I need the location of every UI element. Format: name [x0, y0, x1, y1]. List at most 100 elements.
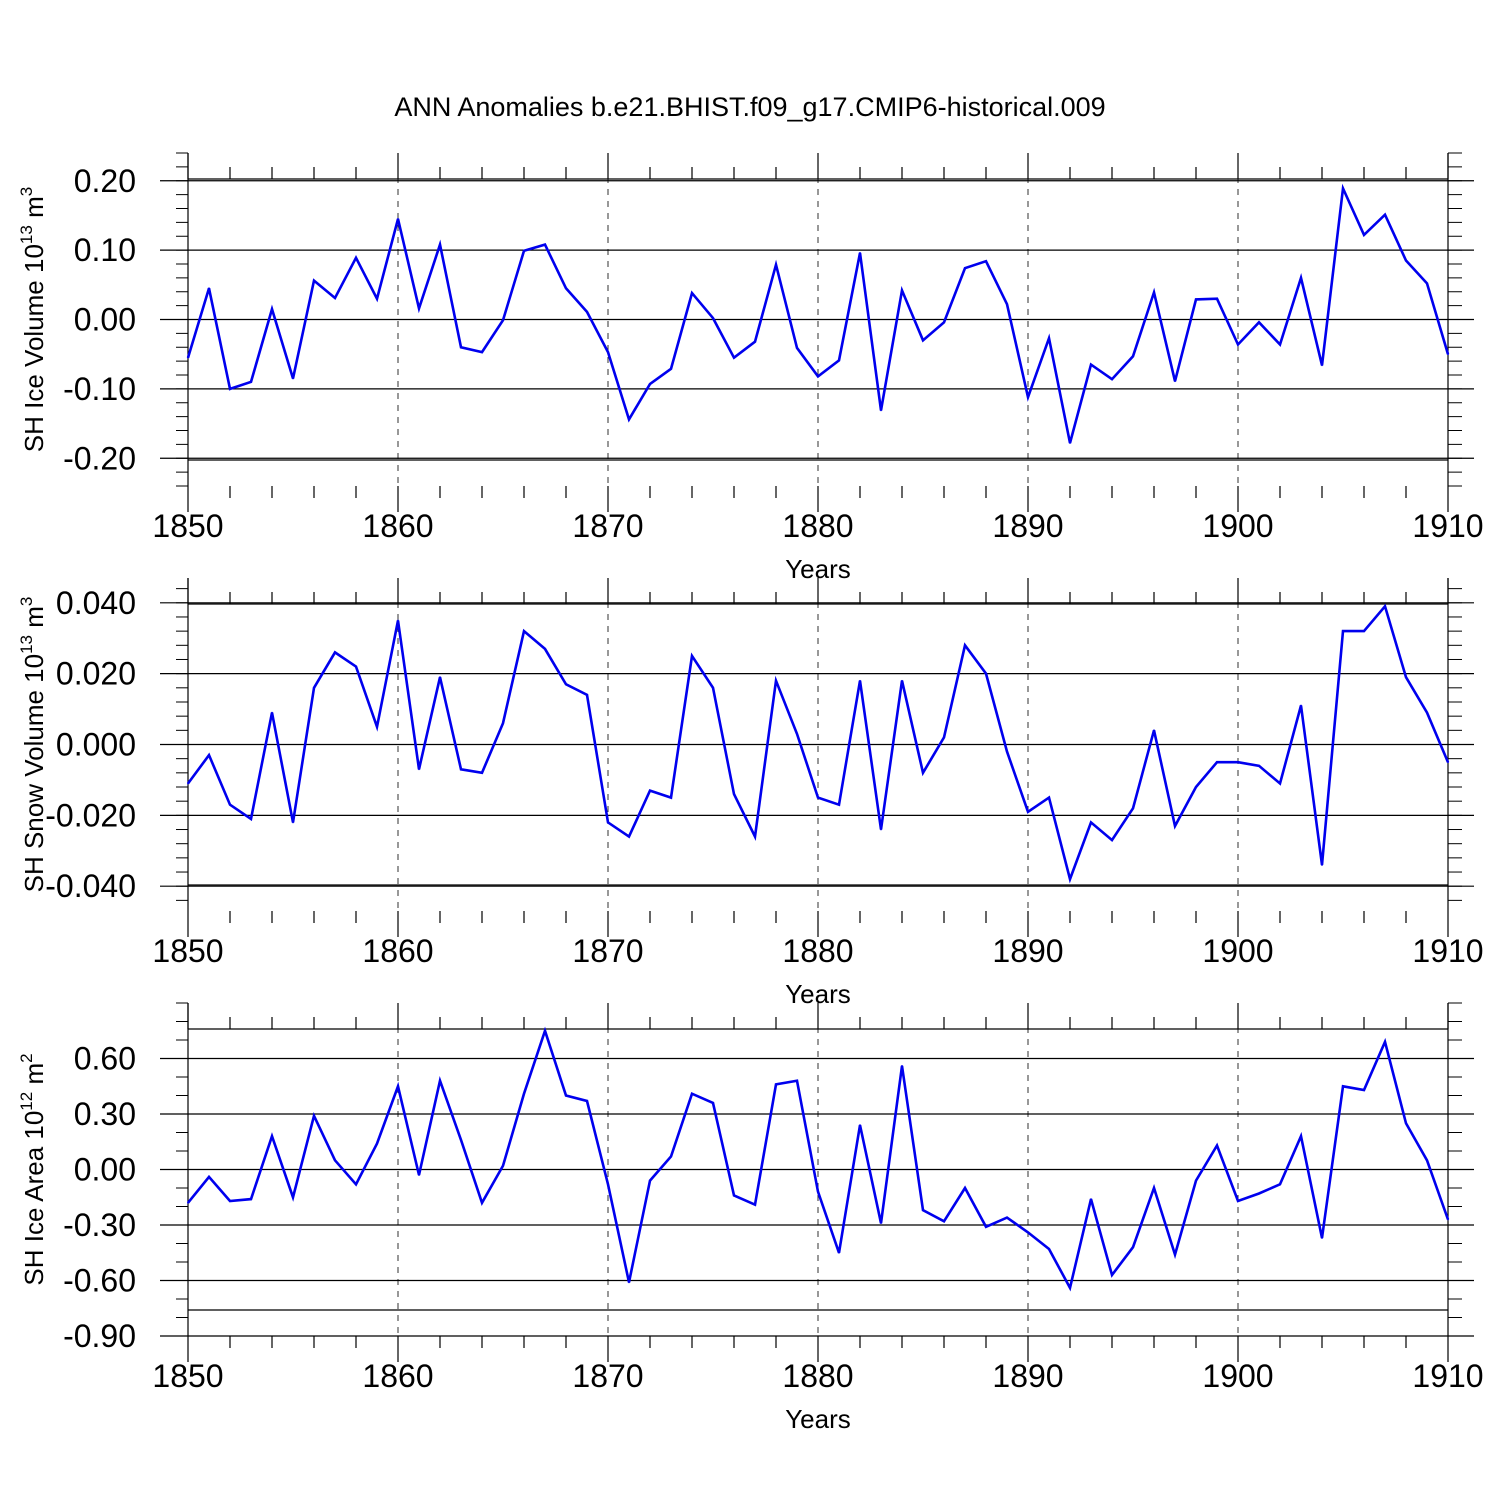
data-point: [544, 243, 546, 246]
series-points: [187, 1029, 1449, 1289]
data-point: [187, 356, 189, 359]
panels: 0.20 0.10 0.00 -0.10 -0.20 1850 1860 1870 1880 18…: [17, 152, 1484, 1434]
data-point: [817, 1190, 819, 1193]
data-point: [1258, 321, 1260, 324]
data-point: [586, 1100, 588, 1102]
y-axis-label-text: SH Snow Volume 10: [19, 654, 49, 892]
data-point: [1132, 355, 1134, 358]
data-point: [775, 263, 777, 266]
data-point: [1069, 1287, 1071, 1289]
data-point: [733, 356, 735, 359]
y-axis-label-unit-exponent: 2: [17, 1053, 36, 1062]
x-tick-label: 1860: [362, 1358, 433, 1394]
x-tick-label: 1850: [152, 508, 223, 544]
y-tick-label: 0.020: [56, 656, 136, 692]
data-point: [859, 252, 861, 254]
y-tick-label: 0.00: [74, 302, 136, 338]
y-tick-label: 0.60: [74, 1041, 136, 1077]
panel-1: 0.20 0.10 0.00 -0.10 -0.20 1850 1860 1870 1880 18…: [17, 152, 1484, 584]
x-tick-label: 1870: [572, 933, 643, 969]
data-point: [250, 381, 252, 383]
data-point: [1321, 1237, 1323, 1239]
data-point: [502, 1164, 504, 1167]
data-point: [859, 1124, 861, 1126]
data-point: [880, 409, 882, 412]
data-point: [691, 1092, 693, 1095]
y-axis-label: SH Ice Volume 1013 m3: [17, 187, 49, 452]
data-point: [1279, 782, 1281, 785]
data-point: [838, 359, 840, 362]
data-point: [1027, 810, 1029, 813]
data-point: [1216, 297, 1218, 300]
data-point: [397, 218, 399, 220]
data-point: [1300, 276, 1302, 279]
series-points: [187, 187, 1449, 444]
data-point: [943, 1220, 945, 1223]
data-point: [796, 732, 798, 735]
data-point: [250, 1198, 252, 1200]
y-axis-label-text: SH Ice Volume 10: [19, 244, 49, 452]
y-axis-label-unit: m: [19, 1063, 49, 1092]
y-axis-label: SH Ice Area 1012 m2: [17, 1053, 49, 1285]
data-point: [1048, 337, 1050, 340]
panel-3: 0.60 0.30 0.00 -0.30 -0.60 -0.90 1850 1860 1870 1…: [17, 1002, 1484, 1434]
data-point: [1384, 1040, 1386, 1043]
data-point: [1447, 761, 1449, 764]
data-point: [670, 1155, 672, 1158]
data-point: [628, 835, 630, 838]
data-point: [1384, 213, 1386, 216]
data-point: [1090, 363, 1092, 366]
data-point: [1426, 282, 1428, 285]
data-point: [1216, 761, 1218, 764]
data-point: [334, 1159, 336, 1162]
x-tick-label: 1910: [1412, 508, 1483, 544]
data-point: [649, 1179, 651, 1182]
x-tick-label: 1890: [992, 933, 1063, 969]
data-point: [187, 1201, 189, 1204]
x-tick-label: 1860: [362, 508, 433, 544]
data-point: [1321, 364, 1323, 367]
data-point: [313, 1114, 315, 1117]
data-point: [1279, 343, 1281, 346]
x-axis-label: Years: [785, 1404, 851, 1434]
data-point: [1447, 1218, 1449, 1221]
data-point: [334, 651, 336, 654]
data-point: [691, 655, 693, 657]
data-point: [1069, 442, 1071, 444]
x-tick-label: 1850: [152, 933, 223, 969]
data-point: [1426, 1159, 1428, 1162]
data-point: [1174, 380, 1176, 383]
data-point: [1426, 711, 1428, 714]
y-axis-label-unit: m: [19, 606, 49, 635]
series-points: [187, 605, 1449, 881]
data-point: [397, 619, 399, 622]
y-tick-label: 0.10: [74, 232, 136, 268]
data-point: [733, 1194, 735, 1197]
x-tick-label: 1900: [1202, 933, 1273, 969]
data-point: [481, 771, 483, 774]
data-point: [523, 249, 525, 252]
data-point: [229, 1200, 231, 1202]
data-point: [1027, 396, 1029, 399]
data-point: [964, 644, 966, 647]
data-point: [775, 1083, 777, 1086]
data-point: [1237, 761, 1239, 764]
data-point: [1048, 1248, 1050, 1250]
data-point: [1132, 1246, 1134, 1249]
data-point: [292, 1196, 294, 1199]
data-point: [565, 287, 567, 290]
y-tick-label: 0.040: [56, 585, 136, 621]
y-tick-label: -0.30: [63, 1207, 136, 1243]
data-point: [334, 297, 336, 299]
data-point: [1195, 786, 1197, 788]
data-point: [439, 676, 441, 679]
data-point: [313, 686, 315, 689]
data-point: [481, 351, 483, 354]
data-point: [1132, 807, 1134, 810]
data-point: [1111, 839, 1113, 842]
data-point: [187, 782, 189, 785]
data-point: [1279, 1183, 1281, 1186]
data-point: [376, 1142, 378, 1145]
data-point: [1258, 764, 1260, 767]
